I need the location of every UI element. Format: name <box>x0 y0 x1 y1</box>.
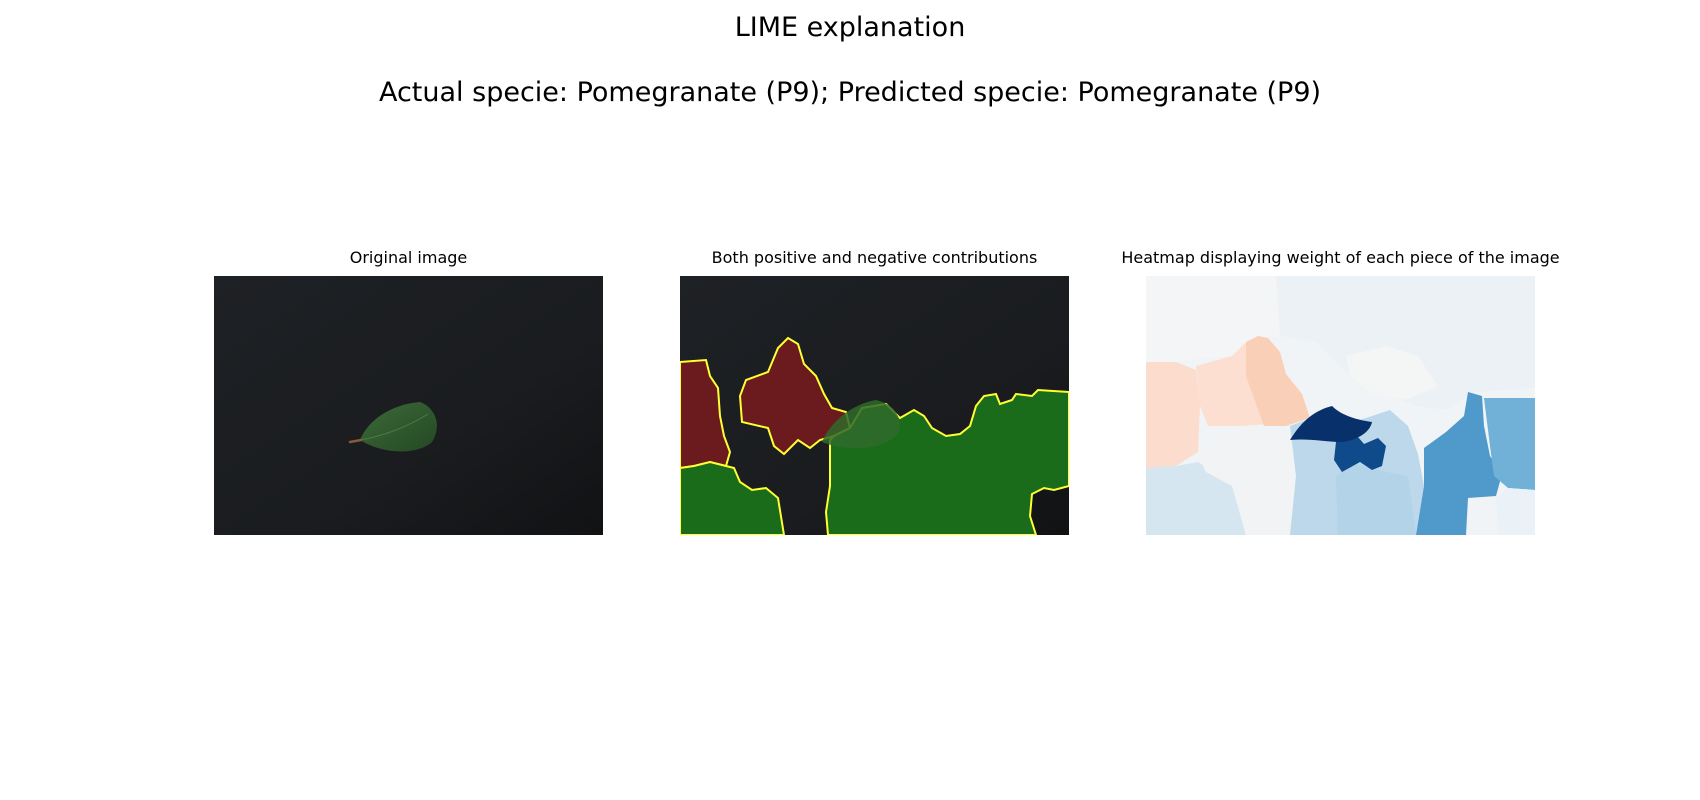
heatmap-segment-right-bottom <box>1496 488 1535 535</box>
panel-title-contributions: Both positive and negative contributions <box>711 248 1038 267</box>
heatmap-segment-top-middle <box>1346 346 1438 400</box>
panel-title-original: Original image <box>349 248 468 267</box>
panel-title-heatmap: Heatmap displaying weight of each piece … <box>1121 248 1560 267</box>
heatmap-segment-top-left <box>1146 276 1280 362</box>
heatmap-segment-bottom-center <box>1198 426 1296 535</box>
positive-segment-bottom-left <box>680 460 786 535</box>
heatmap-segment-darkest-leaf <box>1290 406 1372 442</box>
heatmap-segment-bottom-left <box>1146 462 1246 535</box>
heatmap-segment-lower-blue <box>1336 464 1416 535</box>
heatmap-segment-top-right <box>1276 276 1535 410</box>
figure-subtitle: Actual specie: Pomegranate (P9); Predict… <box>378 77 1322 108</box>
leaf-shape-overlay <box>822 400 900 449</box>
leaf-stem <box>348 438 363 444</box>
leaf-midrib <box>359 413 429 441</box>
negative-segment-center <box>738 336 852 456</box>
leaf-shape <box>360 402 437 452</box>
heatmap-segment-right-edge <box>1484 398 1535 490</box>
heatmap-segment-right-medium <box>1416 392 1502 535</box>
heatmap-segment-center-orange <box>1246 336 1310 426</box>
contribution-overlay-image <box>680 276 1069 535</box>
figure-title: LIME explanation <box>734 12 966 43</box>
weight-heatmap-image <box>1146 276 1535 535</box>
original-leaf-image <box>214 276 603 535</box>
heatmap-segment-left-orange <box>1146 362 1200 468</box>
